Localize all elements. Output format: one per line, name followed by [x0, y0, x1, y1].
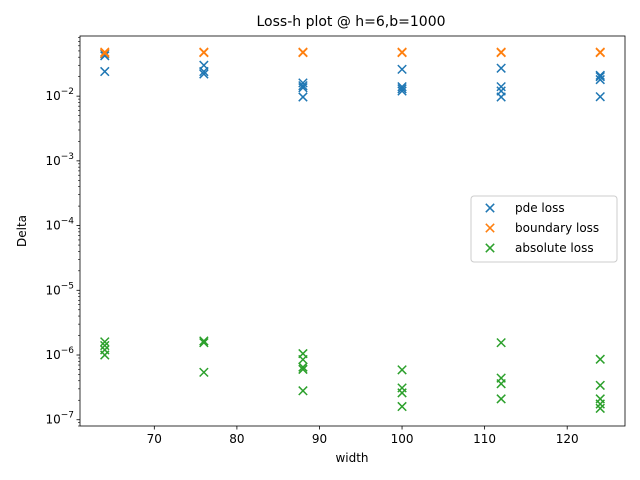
point-absolute-loss-21 [595, 380, 605, 391]
point-absolute-loss-18 [496, 378, 506, 389]
point-pde-loss-17 [496, 92, 506, 102]
point-pde-loss-15 [496, 81, 506, 92]
point-boundary-loss-1 [100, 48, 110, 58]
legend-marker-boundary-loss [485, 223, 495, 233]
chart-title: Loss-h plot @ h=6,b=1000 [256, 14, 445, 30]
x-tick-label: 110 [473, 432, 496, 446]
point-pde-loss-9 [298, 92, 308, 102]
point-pde-loss-18 [595, 70, 605, 81]
point-pde-loss-8 [298, 82, 308, 93]
point-absolute-loss-1 [100, 340, 110, 351]
point-absolute-loss-19 [496, 394, 506, 404]
legend-marker-absolute-loss [485, 243, 495, 253]
legend-marker-pde-loss [485, 203, 495, 213]
point-absolute-loss-10 [298, 364, 308, 375]
legend-label-boundary-loss: boundary loss [515, 221, 599, 235]
x-tick-label: 120 [556, 432, 579, 446]
point-absolute-loss-6 [199, 367, 209, 378]
legend-label-pde-loss: pde loss [515, 201, 565, 215]
point-pde-loss-21 [595, 91, 605, 102]
point-absolute-loss-8 [298, 354, 308, 365]
legend-box [470, 195, 618, 263]
legend-label-absolute-loss: absolute loss [515, 241, 594, 255]
y-tick-label: 10−4 [45, 217, 74, 233]
point-absolute-loss-0 [100, 337, 110, 347]
x-axis: 70 80 90 100 110 120 [147, 426, 579, 446]
y-tick-label: 10−5 [45, 281, 74, 297]
point-absolute-loss-24 [595, 403, 605, 414]
x-axis-label: width [335, 451, 368, 465]
x-tick-label: 90 [312, 432, 327, 446]
y-axis: 10−7 10−6 10−5 10−4 10−3 10−2 [45, 37, 80, 427]
point-absolute-loss-4 [199, 336, 209, 346]
point-boundary-loss-0 [100, 47, 110, 57]
x-tick-label: 70 [147, 432, 162, 446]
point-boundary-loss-5 [298, 47, 308, 58]
point-pde-loss-4 [199, 66, 209, 77]
point-pde-loss-1 [100, 51, 110, 61]
point-pde-loss-12 [397, 84, 407, 94]
x-tick-label: 100 [391, 432, 414, 446]
point-boundary-loss-11 [595, 47, 605, 58]
point-pde-loss-19 [595, 71, 605, 82]
x-tick-label: 80 [229, 432, 244, 446]
axes-frame [79, 35, 626, 427]
point-pde-loss-7 [298, 80, 308, 91]
point-absolute-loss-20 [595, 354, 605, 364]
point-absolute-loss-11 [298, 386, 308, 396]
point-absolute-loss-16 [496, 337, 506, 348]
point-pde-loss-10 [397, 64, 407, 75]
point-pde-loss-2 [100, 66, 110, 77]
point-boundary-loss-3 [199, 47, 209, 58]
point-absolute-loss-9 [298, 362, 308, 372]
point-absolute-loss-12 [397, 365, 407, 375]
point-absolute-loss-14 [397, 388, 407, 398]
y-tick-label: 10−7 [45, 411, 74, 427]
point-pde-loss-20 [595, 74, 605, 85]
point-absolute-loss-23 [595, 399, 605, 409]
point-pde-loss-13 [397, 86, 407, 96]
point-pde-loss-11 [397, 81, 407, 92]
y-tick-label: 10−6 [45, 346, 74, 362]
point-absolute-loss-15 [397, 401, 407, 412]
y-tick-label: 10−2 [45, 87, 74, 103]
point-absolute-loss-5 [199, 337, 209, 348]
point-boundary-loss-7 [397, 47, 407, 58]
legend: pde loss boundary loss absolute loss [470, 195, 618, 263]
y-axis-label: Delta [15, 215, 29, 247]
point-pde-loss-5 [199, 69, 209, 79]
point-pde-loss-14 [496, 63, 506, 73]
y-tick-label: 10−3 [45, 152, 74, 168]
point-boundary-loss-9 [496, 47, 506, 58]
point-absolute-loss-3 [100, 350, 110, 360]
plot-area [100, 47, 605, 414]
